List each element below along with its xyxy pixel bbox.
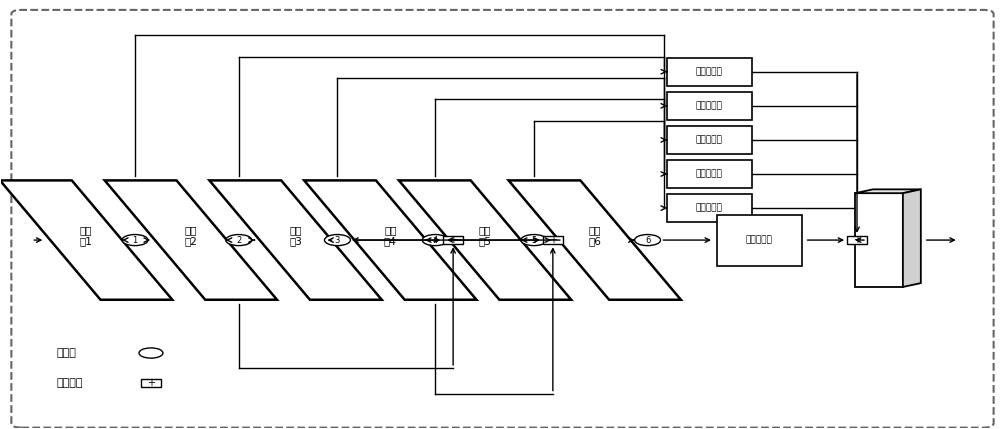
- Circle shape: [635, 235, 661, 246]
- FancyBboxPatch shape: [667, 126, 752, 154]
- Text: +: +: [449, 235, 457, 245]
- Circle shape: [226, 235, 252, 246]
- Polygon shape: [209, 181, 382, 300]
- Text: 6: 6: [645, 236, 650, 245]
- FancyBboxPatch shape: [11, 10, 994, 428]
- Polygon shape: [0, 181, 172, 300]
- Circle shape: [422, 235, 448, 246]
- Polygon shape: [855, 189, 921, 193]
- FancyBboxPatch shape: [443, 236, 463, 245]
- Polygon shape: [399, 181, 571, 300]
- Text: 上采样模块: 上采样模块: [696, 101, 723, 110]
- Polygon shape: [903, 189, 921, 287]
- Circle shape: [139, 348, 163, 358]
- Text: 瓶颈
层6: 瓶颈 层6: [588, 225, 601, 247]
- Text: 拼接模块: 拼接模块: [56, 378, 83, 388]
- Text: 4: 4: [433, 236, 438, 245]
- Circle shape: [324, 235, 350, 246]
- FancyBboxPatch shape: [717, 214, 802, 266]
- Text: 过渡层: 过渡层: [56, 348, 76, 358]
- Text: 瓶颈
层5: 瓶颈 层5: [479, 225, 491, 247]
- FancyBboxPatch shape: [847, 236, 867, 245]
- Text: +: +: [147, 378, 155, 388]
- FancyBboxPatch shape: [667, 194, 752, 222]
- Text: 上采样模块: 上采样模块: [696, 169, 723, 178]
- Polygon shape: [105, 181, 277, 300]
- Text: 1: 1: [132, 236, 138, 245]
- Text: 瓶颈
层4: 瓶颈 层4: [384, 225, 397, 247]
- FancyBboxPatch shape: [543, 236, 563, 245]
- Circle shape: [521, 235, 547, 246]
- Text: +: +: [549, 235, 557, 245]
- Text: 瓶颈
层1: 瓶颈 层1: [80, 225, 93, 247]
- FancyBboxPatch shape: [141, 379, 161, 387]
- FancyBboxPatch shape: [855, 193, 903, 287]
- Text: 上采样模块: 上采样模块: [696, 136, 723, 145]
- Circle shape: [122, 235, 148, 246]
- Text: 上采样模块: 上采样模块: [746, 236, 773, 245]
- Text: 5: 5: [531, 236, 537, 245]
- Text: 2: 2: [236, 236, 241, 245]
- Text: 3: 3: [335, 236, 340, 245]
- Text: 瓶颈
层3: 瓶颈 层3: [289, 225, 302, 247]
- FancyBboxPatch shape: [667, 92, 752, 120]
- Polygon shape: [304, 181, 476, 300]
- Text: 上采样模块: 上采样模块: [696, 204, 723, 213]
- FancyBboxPatch shape: [667, 58, 752, 85]
- Text: +: +: [853, 235, 861, 245]
- Text: 瓶颈
层2: 瓶颈 层2: [184, 225, 197, 247]
- Polygon shape: [509, 181, 681, 300]
- FancyBboxPatch shape: [667, 160, 752, 188]
- Text: 上采样模块: 上采样模块: [696, 67, 723, 76]
